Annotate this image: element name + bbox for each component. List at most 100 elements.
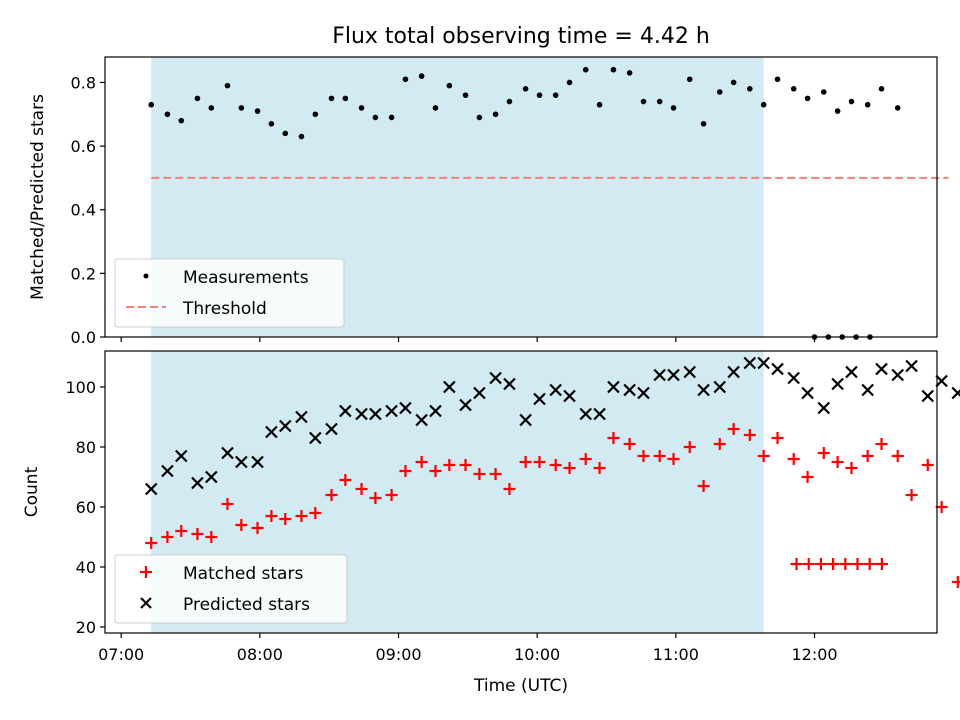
predicted-star-stroke-b [593,407,606,421]
predicted-star-point [533,392,546,406]
predicted-star-stroke-b [161,464,174,478]
predicted-star-point [265,425,278,439]
measurement-point [208,105,215,111]
predicted-star-stroke-b [385,404,398,418]
predicted-star-stroke-b [339,404,352,418]
predicted-star-stroke-b [935,374,948,388]
bottom-x-ticks: 07:00 08:00 09:00 10:00 11:00 12:00 [98,633,838,664]
bottom-x-tick-label: 12:00 [791,645,837,664]
predicted-star-point [935,374,948,388]
top-axes-frame [104,56,938,338]
measurement-point [372,114,379,121]
measurement-point [864,101,871,108]
matched-star-point [579,453,592,465]
bottom-x-tick-label: 08:00 [237,645,283,664]
measurement-point [418,73,425,79]
top-legend-box [114,258,345,328]
bottom-y-tick-label: 60 [76,498,96,517]
matched-star-point [221,498,234,510]
predicted-star-point [325,422,338,436]
predicted-star-stroke-b [533,392,546,406]
matched-star-point [801,471,814,483]
predicted-star-stroke-b [787,371,800,385]
predicted-star-point [623,383,636,397]
matched-star-point [863,558,876,570]
matched-star-point [845,462,858,474]
measurement-point [716,89,723,95]
predicted-star-stroke-b [637,386,650,400]
predicted-star-point [415,413,428,427]
measurement-point [610,66,617,73]
predicted-star-point [743,356,757,370]
measurement-point [492,111,499,118]
predicted-star-stroke-b [443,380,456,394]
bottom-y-tick-label: 100 [65,378,96,397]
matched-star-point [369,492,382,504]
predicted-star-point [713,380,727,394]
bottom-legend-box [114,554,348,624]
predicted-star-point [831,377,844,391]
top-y-axis-label: Matched/Predicted stars [28,94,48,300]
matched-star-point [653,450,666,462]
bottom-marks [144,356,960,588]
matched-star-point [429,465,442,477]
bottom-x-axis-label: Time (UTC) [473,676,568,696]
matched-star-point [851,558,864,570]
predicted-star-stroke-b [295,410,308,424]
matched-star-point [839,558,852,570]
predicted-star-point [757,356,770,370]
predicted-star-point [771,362,784,376]
measurement-point [596,101,603,108]
matched-star-point [827,558,840,570]
predicted-star-point [339,404,352,418]
predicted-star-point [221,446,234,460]
predicted-star-stroke-b [503,377,516,391]
measurement-point [522,86,529,92]
matched-star-point [459,459,472,471]
predicted-star-point [607,380,620,394]
predicted-star-stroke-b [309,431,322,445]
predicted-star-point [295,410,308,424]
matched-star-point [593,462,606,474]
predicted-star-stroke-b [563,389,576,403]
predicted-star-point [667,368,680,382]
predicted-star-point [473,386,486,400]
matched-star-point [951,576,960,588]
matched-star-point [637,450,650,462]
matched-star-point [667,453,680,465]
top-y-ticks: 0.0 0.2 0.4 0.6 0.8 [71,73,105,347]
matched-star-point [385,489,398,501]
measurement-point [506,98,513,105]
predicted-star-stroke-b [861,383,874,397]
predicted-star-stroke-b [845,365,858,379]
top-legend: Measurements Threshold [114,258,345,328]
predicted-star-point [489,371,502,385]
legend-matched-label: Matched stars [183,564,303,584]
predicted-star-stroke-b [235,455,248,469]
top-y-tick-label: 0.6 [71,137,96,156]
predicted-star-stroke-b [174,449,188,463]
matched-star-point [489,468,502,480]
predicted-star-point [817,401,831,415]
matched-star-point [191,528,204,540]
measurement-point [747,86,753,92]
matched-star-point [533,456,546,468]
predicted-star-stroke-b [875,362,888,376]
predicted-star-point [951,386,960,400]
matched-star-point [713,438,726,450]
predicted-star-point [861,383,874,397]
matched-star-point [339,474,352,486]
bottom-x-tick-label: 11:00 [653,645,699,664]
matched-star-point [251,522,264,534]
predicted-star-stroke-b [278,419,292,433]
matched-star-point [727,423,740,435]
matched-star-point [503,483,516,495]
bottom-x-tick-label: 09:00 [375,645,421,664]
predicted-star-stroke-b [369,407,382,421]
measurement-point [432,105,439,111]
predicted-star-point [683,365,696,379]
legend-measurements-marker [143,273,149,279]
measurement-point [760,101,767,108]
matched-star-point [891,450,904,462]
top-x-ticks [120,337,816,342]
